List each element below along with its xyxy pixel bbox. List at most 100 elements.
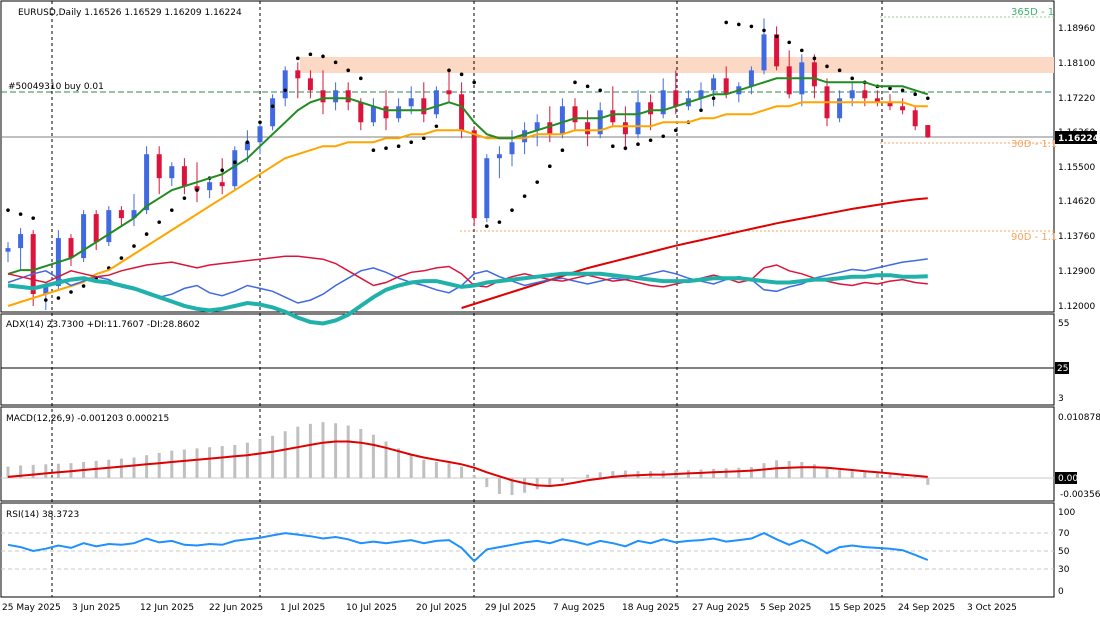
adx-level-badge — [1055, 362, 1069, 374]
macd-hist-bar — [888, 474, 892, 478]
psar-dot — [774, 34, 779, 39]
psar-dot — [119, 256, 124, 260]
date-label: 15 Sep 2025 — [829, 603, 886, 613]
psar-dot — [661, 134, 665, 139]
rsi-pane-frame — [0, 502, 1055, 598]
candle-body — [421, 98, 427, 115]
candle-body — [68, 238, 74, 259]
psar-dot — [283, 88, 288, 93]
date-label: 25 May 2025 — [2, 603, 61, 613]
psar-dot — [245, 140, 250, 145]
psar-dot — [157, 220, 161, 224]
rsi-line — [7, 531, 929, 563]
psar-dot — [346, 68, 351, 73]
macd-hist-bar — [762, 463, 766, 478]
psar-dot — [31, 216, 35, 220]
price-tick: 1.17220 — [1058, 94, 1095, 104]
date-label: 5 Sep 2025 — [760, 603, 811, 613]
macd-hist-bar — [422, 459, 426, 478]
date-label: 1 Jul 2025 — [280, 603, 325, 613]
macd-hist-bar — [472, 475, 476, 478]
candle-body — [408, 98, 414, 107]
candle-body — [673, 90, 679, 107]
psar-dot — [611, 144, 615, 149]
macd-hist-bar — [397, 448, 401, 478]
psar-dot — [825, 64, 829, 69]
macd-hist-bar — [535, 478, 539, 490]
psar-dot — [548, 164, 552, 169]
psar-dot — [359, 76, 363, 81]
candle-body — [43, 286, 49, 295]
adx-tick: 3 — [1058, 394, 1064, 404]
macd-hist-bar — [812, 464, 816, 478]
level-90d-label: 90D - 1.1 — [1011, 232, 1057, 243]
candle-body — [181, 166, 187, 187]
macd-hist-bar — [510, 478, 514, 496]
candle-body — [559, 106, 565, 135]
psar-dot — [321, 54, 325, 59]
candle-body — [585, 122, 591, 135]
adx-tick: 55 — [1058, 319, 1069, 329]
macd-hist-bar — [132, 457, 136, 478]
candle-body — [648, 102, 654, 115]
candle-body — [534, 122, 540, 131]
parabolic-sar — [6, 20, 930, 302]
candle-body — [761, 34, 767, 71]
psar-dot — [762, 28, 766, 33]
macd-zero-badge — [1055, 472, 1077, 484]
psar-dot — [396, 144, 401, 149]
psar-dot — [422, 136, 426, 141]
ma-fast-line — [7, 77, 929, 275]
candle-body — [811, 62, 817, 87]
psar-dot — [258, 120, 262, 125]
candle-body — [509, 142, 515, 155]
rsi-tick: 100 — [1058, 508, 1075, 518]
candle-body — [232, 150, 238, 187]
date-label: 18 Aug 2025 — [622, 603, 680, 613]
candle-body — [900, 106, 906, 111]
psar-dot — [270, 104, 275, 109]
psar-dot — [195, 188, 199, 192]
macd-hist-bar — [258, 439, 262, 478]
macd-hist-bar — [195, 448, 199, 478]
psar-dot — [144, 232, 149, 236]
psar-dot — [308, 52, 313, 57]
macd-hist-bar — [838, 470, 842, 478]
macd-hist-bar — [384, 441, 388, 478]
candle-body — [156, 154, 162, 179]
macd-hist-bar — [573, 477, 577, 479]
macd-hist-bar — [145, 455, 149, 478]
current-price-badge — [1055, 131, 1097, 144]
macd-hist-bar — [926, 478, 930, 485]
candle-body — [786, 66, 792, 95]
psar-dot — [837, 68, 842, 73]
macd-hist-bar — [371, 434, 375, 478]
macd-title: MACD(12,26,9) -0.001203 0.000215 — [6, 414, 169, 424]
adx-tick: 25 — [1057, 364, 1068, 374]
candle-body — [270, 98, 276, 127]
macd-hist-bar — [44, 464, 48, 478]
ma-slow-line — [461, 197, 928, 309]
psar-dot — [585, 84, 590, 89]
psar-dot — [800, 48, 804, 53]
macd-signal-line — [7, 440, 928, 488]
psar-dot — [132, 244, 136, 248]
candle-body — [333, 90, 339, 103]
rsi-tick: 30 — [1058, 565, 1070, 575]
psar-dot — [333, 60, 338, 65]
macd-hist-bar — [787, 460, 791, 478]
macd-hist-bar — [623, 470, 627, 478]
candle-body — [912, 110, 918, 127]
candle-body — [484, 158, 490, 219]
rsi-tick: 50 — [1058, 547, 1070, 557]
psar-dot — [44, 298, 48, 302]
macd-hist-bar — [598, 472, 602, 478]
macd-hist-bar — [346, 425, 350, 478]
candle-body — [622, 122, 628, 135]
candle-body — [572, 106, 578, 123]
psar-dot — [749, 24, 754, 29]
macd-hist-bar — [913, 476, 917, 478]
adx-minus-di-line — [7, 255, 928, 288]
